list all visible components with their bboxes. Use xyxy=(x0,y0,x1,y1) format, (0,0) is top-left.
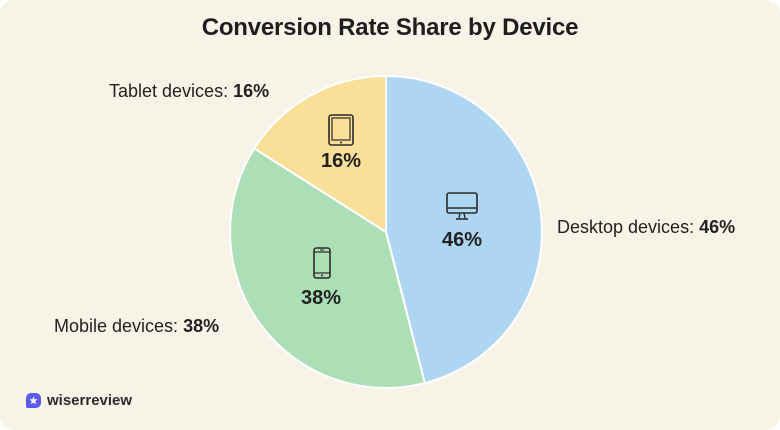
smartphone-icon xyxy=(313,247,331,279)
pie-slice-mobile xyxy=(229,147,427,389)
brand-logo: wiserreview xyxy=(26,392,132,409)
desktop-label-text: Desktop devices: xyxy=(557,217,700,237)
chart-title: Conversion Rate Share by Device xyxy=(201,14,579,41)
brand-name: wiserreview xyxy=(47,392,133,409)
tablet-icon xyxy=(328,114,354,146)
desktop-monitor-icon xyxy=(446,192,478,220)
tablet-pct-label: 16% xyxy=(320,150,362,172)
mobile-label-text: Mobile devices: xyxy=(54,316,184,336)
pie-slice-tablet xyxy=(252,74,387,234)
desktop-label-value: 46% xyxy=(699,217,736,237)
mobile-outer-label: Mobile devices: 38% xyxy=(54,316,219,337)
desktop-pct-label: 46% xyxy=(441,229,483,251)
mobile-pct-label: 38% xyxy=(300,287,342,309)
pie-slice-desktop xyxy=(385,74,544,385)
tablet-label-text: Tablet devices: xyxy=(109,81,234,101)
mobile-label-value: 38% xyxy=(183,316,220,336)
desktop-outer-label: Desktop devices: 46% xyxy=(557,217,735,238)
star-badge-icon xyxy=(26,393,41,408)
tablet-outer-label: Tablet devices: 16% xyxy=(109,81,269,102)
tablet-label-value: 16% xyxy=(233,81,270,101)
